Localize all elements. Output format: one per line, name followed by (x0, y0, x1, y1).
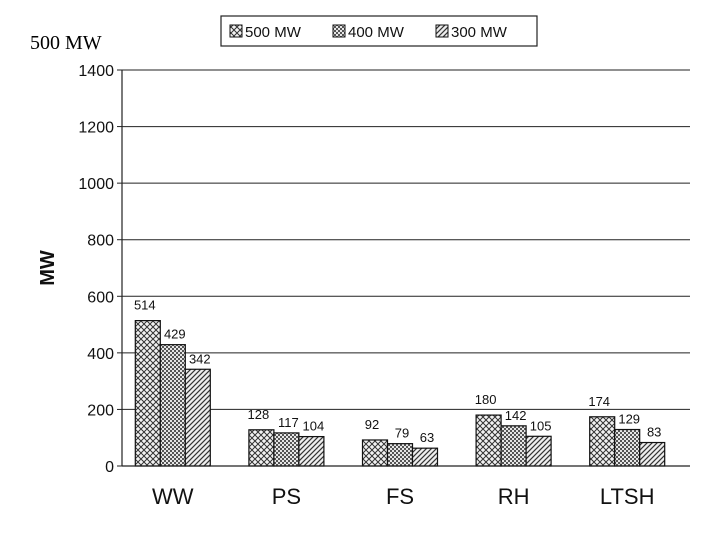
data-label: 342 (189, 351, 211, 366)
bar (298, 435, 325, 467)
bar (184, 368, 211, 467)
legend-entry: 400 MW (348, 24, 405, 41)
y-tick-label: 1200 (78, 120, 114, 137)
bar (159, 344, 186, 467)
legend-swatch (435, 24, 449, 38)
bar (134, 320, 161, 467)
legend-swatch (332, 24, 346, 38)
bar (500, 425, 527, 467)
data-label: 174 (588, 394, 610, 409)
y-tick-label: 600 (87, 289, 114, 306)
x-tick-label: WW (152, 484, 194, 509)
bar (273, 432, 300, 467)
legend-entry: 300 MW (451, 24, 508, 41)
data-label: 142 (505, 408, 527, 423)
legend-entry: 500 MW (245, 24, 302, 41)
data-label: 105 (530, 418, 552, 433)
bar (411, 447, 439, 467)
y-tick-label: 0 (105, 459, 114, 476)
data-label: 429 (164, 327, 186, 342)
bar (361, 439, 389, 467)
corner-label: 500 MW (30, 32, 102, 54)
x-axis: WW PS FS RH LTSH (122, 465, 690, 509)
data-label: 129 (618, 412, 640, 427)
data-label: 104 (303, 419, 325, 434)
legend-swatch (229, 24, 243, 38)
y-tick-label: 800 (87, 233, 114, 250)
y-tick-label: 400 (87, 346, 114, 363)
data-label: 514 (134, 298, 156, 313)
x-tick-label: FS (386, 484, 414, 509)
y-tick-label: 200 (87, 402, 114, 419)
data-label: 92 (365, 417, 379, 432)
bar (589, 416, 616, 467)
bar (475, 414, 502, 467)
bar (248, 429, 275, 467)
y-axis-title: MW (37, 250, 59, 286)
data-label: 180 (475, 392, 497, 407)
legend: 500 MW 400 MW 300 MW (220, 15, 538, 47)
legend-box (220, 15, 538, 47)
y-axis: 0 200 400 600 800 1000 1200 1400 MW (37, 63, 123, 476)
data-label: 83 (647, 425, 661, 440)
data-label: 117 (278, 415, 299, 430)
data-label: 63 (420, 430, 434, 445)
bar (525, 435, 552, 467)
grid-lines (122, 69, 690, 410)
y-tick-label: 1000 (78, 176, 114, 193)
data-label: 79 (395, 426, 409, 441)
x-tick-label: RH (498, 484, 530, 509)
bar (639, 441, 666, 467)
bar (614, 428, 641, 467)
y-tick-label: 1400 (78, 63, 114, 80)
bar (386, 443, 414, 467)
x-tick-label: LTSH (600, 484, 655, 509)
data-label: 128 (248, 407, 270, 422)
x-tick-label: PS (272, 484, 301, 509)
